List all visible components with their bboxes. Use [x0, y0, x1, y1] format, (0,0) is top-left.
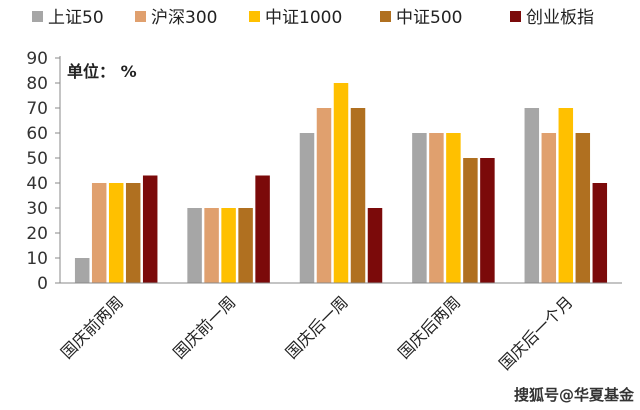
- bar-5-5: [592, 183, 608, 283]
- y-axis: 0 10 20 30 40 50 60 70 80 90: [26, 49, 61, 294]
- bar-1-5: [524, 108, 540, 283]
- y-tick-label: 90: [26, 49, 48, 69]
- legend-label: 中证500: [396, 8, 462, 28]
- bar-2-1: [91, 183, 107, 283]
- legend-label: 上证50: [48, 8, 104, 28]
- x-category-label: 国庆后一个月: [495, 292, 576, 373]
- bar-3-2: [221, 208, 236, 283]
- bar-4-4: [463, 158, 478, 283]
- legend: 上证50 沪深300 中证1000 中证500 创业板指: [32, 8, 594, 28]
- bar-3-1: [108, 183, 124, 283]
- x-axis: 国庆前两周 国庆前一周 国庆后一周 国庆后两周 国庆后一个月: [57, 282, 622, 374]
- bar-3-4: [446, 133, 461, 283]
- legend-swatch: [510, 11, 521, 22]
- y-tick-label: 0: [37, 274, 48, 294]
- bars: [74, 83, 608, 283]
- y-tick-label: 10: [26, 249, 48, 269]
- bar-1-1: [74, 258, 90, 283]
- bar-4-2: [238, 208, 253, 283]
- legend-swatch: [32, 11, 43, 22]
- y-tick-label: 80: [26, 74, 48, 94]
- bar-4-3: [350, 108, 366, 283]
- y-tick-label: 70: [26, 99, 48, 119]
- legend-label: 沪深300: [151, 8, 217, 28]
- bar-2-2: [204, 208, 219, 283]
- bar-2-3: [316, 108, 332, 283]
- x-category-label: 国庆后一周: [282, 292, 352, 362]
- y-tick-label: 30: [26, 199, 48, 219]
- y-tick-label: 20: [26, 224, 48, 244]
- legend-swatch: [135, 11, 146, 22]
- bar-4-1: [125, 183, 141, 283]
- bar-3-3: [333, 83, 349, 283]
- x-category-label: 国庆后两周: [394, 292, 464, 362]
- bar-2-4: [429, 133, 444, 283]
- x-category-label: 国庆前一周: [169, 292, 239, 362]
- x-category-label: 国庆前两周: [57, 292, 127, 362]
- bar-1-3: [299, 133, 315, 283]
- unit-label: 单位： %: [67, 62, 137, 81]
- legend-label: 中证1000: [265, 8, 342, 28]
- bar-5-1: [142, 175, 158, 283]
- y-tick-label: 60: [26, 124, 48, 144]
- watermark: 搜狐号@华夏基金: [514, 386, 635, 404]
- legend-label: 创业板指: [526, 8, 594, 28]
- bar-4-5: [575, 133, 591, 283]
- bar-5-4: [480, 158, 495, 283]
- bar-1-4: [412, 133, 427, 283]
- bar-1-2: [187, 208, 202, 283]
- bar-3-5: [558, 108, 574, 283]
- bar-5-2: [255, 175, 270, 283]
- y-tick-label: 50: [26, 149, 48, 169]
- bar-2-5: [541, 133, 557, 283]
- legend-swatch: [249, 11, 260, 22]
- legend-swatch: [380, 11, 391, 22]
- y-tick-label: 40: [26, 174, 48, 194]
- bar-5-3: [367, 208, 383, 283]
